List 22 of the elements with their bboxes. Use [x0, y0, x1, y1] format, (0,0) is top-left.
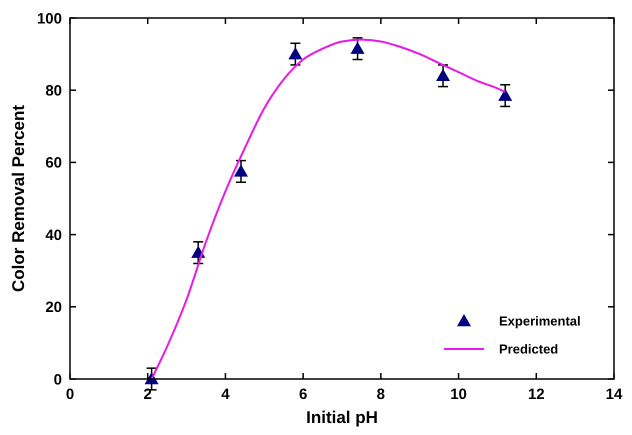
- x-tick-label: 14: [606, 386, 623, 403]
- x-tick-label: 10: [450, 386, 467, 403]
- y-tick-label: 0: [54, 371, 62, 388]
- legend-label: Predicted: [499, 342, 558, 357]
- point: [288, 47, 302, 60]
- x-tick-label: 4: [221, 386, 230, 403]
- x-tick-label: 6: [298, 386, 308, 403]
- y-tick-label: 100: [36, 10, 62, 28]
- y-tick-label: 40: [45, 226, 62, 244]
- point: [498, 88, 512, 101]
- y-tick-label: 60: [45, 154, 62, 172]
- point: [234, 164, 248, 177]
- y-tick-label: 80: [45, 82, 62, 100]
- x-tick-label: 12: [528, 386, 545, 403]
- x-axis-title: Initial pH: [306, 408, 378, 427]
- x-tick-label: 8: [376, 386, 386, 403]
- point: [436, 68, 450, 82]
- x-tick-label: 0: [66, 386, 74, 403]
- legend-label: Experimental: [499, 314, 581, 329]
- y-tick-label: 20: [45, 299, 62, 316]
- point: [350, 42, 365, 54]
- y-axis-title: Color Removal Percent: [9, 104, 28, 292]
